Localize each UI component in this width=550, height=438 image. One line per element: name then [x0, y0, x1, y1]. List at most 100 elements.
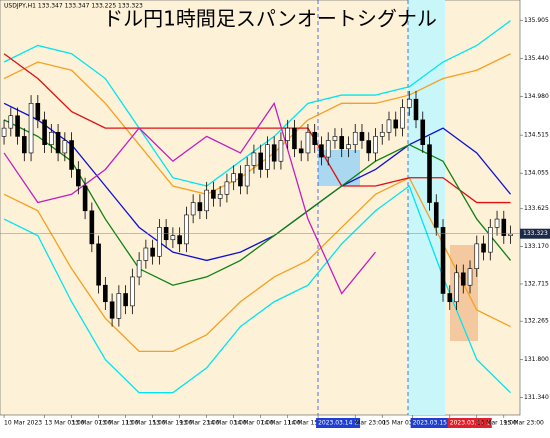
candle-body	[427, 144, 432, 203]
y-tick-label: 132.715	[524, 280, 549, 287]
candle-body	[136, 260, 142, 278]
candle-body	[420, 119, 426, 145]
candle-body	[312, 131, 318, 145]
candle-body	[386, 119, 392, 133]
y-tick-label: 134.515	[524, 132, 549, 139]
candle-body	[400, 107, 405, 129]
candle-body	[244, 165, 250, 187]
candle-body	[103, 284, 108, 303]
y-tick-label: 135.440	[524, 55, 549, 62]
candle-body	[224, 181, 230, 195]
candle-body	[96, 243, 101, 286]
candle-body	[379, 131, 385, 137]
x-tick-label: 13 Mar 11:00	[99, 420, 139, 427]
x-tick-label: 10 Mar 2023	[4, 420, 42, 427]
candle-body	[447, 293, 453, 303]
candle-body	[359, 131, 365, 141]
indicator-line	[3, 184, 511, 394]
candle-body	[346, 144, 351, 150]
last-price-box	[520, 228, 550, 239]
candle-body	[8, 115, 14, 129]
last-price-label: 133.323	[523, 230, 548, 237]
indicator-line	[3, 53, 511, 195]
candle-body	[366, 140, 372, 154]
candle-body	[460, 272, 466, 286]
candle-body	[55, 131, 61, 154]
x-tick-label: 14 Mar 15:00	[288, 420, 328, 427]
candle-body	[109, 301, 115, 319]
indicators	[3, 20, 512, 394]
x-tick-label: 2023.03.14 21:00	[318, 420, 372, 427]
candle-body	[204, 189, 209, 212]
x-tick-label: 15 Mar 23:00	[504, 420, 544, 427]
x-tick-label: 13 Mar 07:00	[72, 420, 112, 427]
candle-body	[217, 193, 223, 199]
x-tick-highlight	[316, 418, 361, 428]
candle-body	[373, 136, 378, 154]
candle-body	[433, 202, 439, 228]
candle-body	[501, 218, 507, 236]
indicator-line	[3, 101, 376, 295]
x-tick-label: 2023.03.15 10:00	[413, 420, 467, 427]
candle-body	[265, 144, 270, 170]
candle-body	[393, 119, 399, 129]
candle-body	[76, 169, 81, 187]
candle-body	[143, 247, 149, 261]
x-tick-label: 15 Mar 19:00	[477, 420, 517, 427]
candle-body	[150, 247, 155, 257]
indicator-line	[3, 119, 512, 286]
candle-body	[508, 233, 513, 236]
candle-body	[413, 98, 419, 121]
x-tick-highlight	[447, 418, 492, 428]
x-tick-label: 13 Mar 19:00	[153, 420, 193, 427]
y-tick-label: 132.265	[524, 318, 549, 325]
candle-body	[197, 202, 203, 212]
candle-body	[454, 272, 459, 303]
candle-body	[89, 210, 95, 245]
candle-body	[339, 136, 345, 150]
candle-body	[238, 173, 243, 187]
x-tick-label: 13 Mar 23:00	[180, 420, 220, 427]
y-tick-label: 133.625	[524, 205, 549, 212]
candle-body	[130, 276, 135, 307]
y-tick-label: 131.340	[524, 394, 549, 401]
candle-body	[190, 202, 196, 216]
candle-body	[184, 214, 189, 245]
candle-body	[481, 243, 486, 253]
y-tick-label: 131.800	[524, 356, 549, 363]
signal-zone	[408, 0, 445, 415]
candle-body	[177, 235, 182, 245]
candle-body	[15, 115, 20, 137]
candle-body	[258, 152, 263, 170]
chart-title: ドル円1時間足スパンオートシグナル	[103, 7, 437, 31]
candle-body	[352, 131, 358, 145]
x-tick-label: 14 Mar 11:00	[261, 420, 301, 427]
candle-body	[170, 235, 176, 241]
candle-body	[42, 119, 47, 145]
candle-body	[271, 144, 277, 162]
candle-body	[332, 136, 338, 141]
candle-body	[278, 140, 284, 162]
candle-body	[157, 227, 162, 257]
candle-body	[487, 227, 493, 253]
indicator-line	[3, 176, 511, 352]
candle-body	[406, 98, 412, 108]
candle-body	[298, 148, 304, 154]
candle-body	[251, 152, 257, 166]
candle-body	[494, 218, 500, 228]
candle-body	[35, 103, 41, 121]
candle-body	[82, 185, 88, 212]
indicator-line	[3, 102, 512, 262]
y-tick-label: 134.980	[524, 93, 549, 100]
x-tick-label: 14 Mar 07:00	[234, 420, 274, 427]
candle-body	[211, 189, 216, 199]
candle-body	[28, 103, 34, 154]
candle-body	[231, 173, 236, 183]
indicator-line	[3, 20, 511, 187]
candle-body	[474, 243, 480, 269]
y-tick-label: 133.170	[524, 243, 549, 250]
candle-body	[22, 136, 27, 154]
x-tick-label: 13 Mar 03:00	[45, 420, 85, 427]
candle-body	[467, 268, 473, 286]
x-tick-label: Mar 23:00	[355, 420, 386, 427]
